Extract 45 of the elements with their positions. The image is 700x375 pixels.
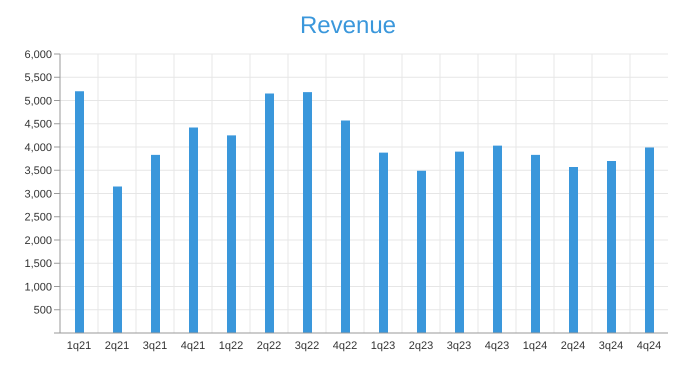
y-tick-label: 500 (34, 304, 52, 317)
y-tick-label: 2,000 (24, 234, 52, 247)
bar (151, 154, 160, 333)
bar (607, 160, 616, 333)
y-tick-label: 1,000 (24, 281, 52, 294)
x-tick-label: 1q22 (218, 340, 244, 352)
y-tick-label: 3,500 (24, 165, 52, 178)
bar (75, 91, 84, 333)
y-tick-label: 4,500 (24, 118, 52, 131)
y-tick-label: 4,000 (24, 142, 52, 154)
y-tick-label: 2,500 (24, 212, 52, 224)
bar (303, 92, 312, 333)
x-tick-label: 1q21 (66, 340, 92, 352)
x-tick-label: 1q24 (522, 340, 548, 352)
x-tick-label: 4q23 (484, 340, 510, 352)
bar (455, 152, 464, 333)
bar (113, 186, 122, 333)
y-tick-label: 6,000 (24, 48, 52, 61)
chart-title: Revenue (298, 11, 398, 41)
x-tick-label: 4q22 (332, 340, 358, 352)
x-tick-label: 3q21 (142, 340, 168, 352)
bar (531, 154, 540, 333)
x-tick-label: 2q22 (256, 340, 282, 352)
bar (379, 152, 388, 333)
bar (645, 147, 654, 333)
bar (569, 166, 578, 333)
x-tick-label: 2q24 (560, 340, 586, 352)
x-tick-label: 4q24 (636, 340, 662, 352)
x-tick-label: 4q21 (180, 340, 206, 352)
x-tick-label: 3q23 (446, 340, 472, 352)
y-tick-label: 5,500 (24, 72, 52, 84)
bar (341, 120, 350, 333)
y-tick-label: 3,000 (24, 188, 52, 200)
y-tick-label: 1,500 (24, 258, 52, 270)
x-tick-label: 2q21 (104, 340, 130, 352)
bar (227, 135, 236, 333)
y-tick-label: 5,000 (24, 95, 52, 108)
bar (493, 146, 502, 333)
x-tick-label: 2q23 (408, 340, 434, 352)
x-tick-label: 3q24 (598, 340, 624, 352)
x-tick-label: 3q22 (294, 340, 320, 352)
bar (417, 170, 426, 333)
bar (189, 127, 198, 333)
bar (265, 94, 274, 333)
x-tick-label: 1q23 (370, 340, 396, 352)
